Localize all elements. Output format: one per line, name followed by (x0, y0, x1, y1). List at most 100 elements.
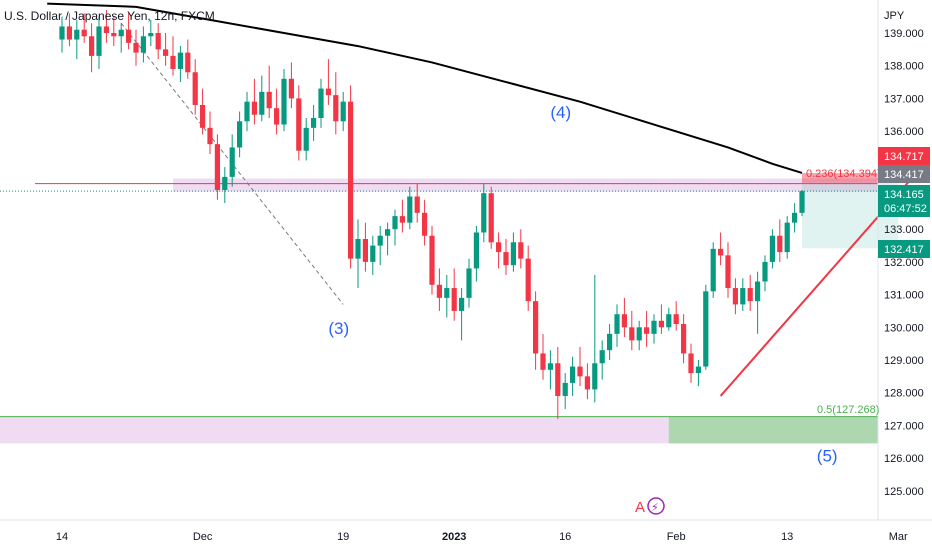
candle-body (607, 333, 613, 351)
currency-label: JPY (884, 10, 905, 22)
candle-body (170, 55, 176, 69)
x-tick-label: 19 (337, 531, 349, 543)
candle-body (688, 353, 694, 374)
candle-body (658, 320, 664, 328)
y-tick-label: 138.000 (884, 61, 924, 73)
candle-body (355, 239, 361, 259)
candle-body (207, 127, 213, 145)
badge-entry (878, 165, 930, 183)
candle-body (503, 252, 509, 266)
candle-body (562, 382, 568, 396)
candle-body (385, 229, 391, 236)
badge-target-text: 132.417 (884, 244, 924, 256)
candle-body (577, 366, 583, 377)
candle-body (266, 91, 272, 109)
moving-average-line (47, 2, 803, 174)
candle-body (340, 101, 346, 122)
candle-body (163, 49, 169, 56)
candle-body (666, 314, 672, 328)
badge-countdown-text: 06:47:52 (884, 203, 927, 215)
candle-body (636, 327, 642, 341)
x-tick-label: 13 (781, 531, 793, 543)
badge-target (878, 240, 930, 258)
candle-body (555, 363, 561, 396)
candle-body (459, 297, 465, 311)
candle-body (377, 235, 383, 246)
candle-body (570, 366, 576, 383)
y-tick-label: 130.000 (884, 322, 924, 334)
candle-body (133, 42, 139, 53)
candle-body (481, 193, 487, 233)
bolt-icon-ring[interactable] (647, 497, 665, 515)
candle-body (718, 248, 724, 256)
candle-body (251, 101, 257, 115)
y-tick-label: 126.000 (884, 453, 924, 465)
candle-body (710, 248, 716, 292)
candle-body (177, 52, 183, 69)
zone-support-target (668, 416, 878, 444)
badge-stop-text: 134.717 (884, 151, 924, 163)
bolt-icon[interactable]: ⚡ (651, 501, 659, 514)
x-tick-label: Dec (193, 531, 213, 543)
dashed-diagonal (120, 22, 344, 305)
y-tick-label: 132.000 (884, 257, 924, 269)
lines-layer (0, 2, 878, 418)
candle-body (473, 232, 479, 269)
candle-body (318, 88, 324, 119)
wave-label-3[interactable]: (3) (328, 319, 349, 338)
y-axis[interactable]: 139.000138.000137.000136.000135.000134.0… (884, 28, 924, 498)
candle-body (222, 176, 228, 190)
x-tick-label: 14 (56, 531, 68, 543)
candle-body (429, 235, 435, 285)
candle-body (599, 350, 605, 364)
candle-body (303, 127, 309, 151)
candle-body (325, 88, 331, 96)
candle-body (747, 288, 753, 302)
candle-body (155, 33, 161, 50)
y-tick-label: 129.000 (884, 355, 924, 367)
candle-body (392, 216, 398, 230)
candle-body (725, 255, 731, 289)
candle-body (362, 239, 368, 262)
badge-stop (878, 147, 930, 165)
candle-body (777, 235, 783, 253)
candle-body (74, 29, 80, 40)
x-axis[interactable]: 14Dec19202316Feb13Mar13 (56, 531, 932, 543)
candle-body (510, 242, 516, 266)
candle-body (488, 193, 494, 243)
candle-body (281, 78, 287, 125)
candle-body (89, 36, 95, 56)
x-tick-label: Feb (667, 531, 686, 543)
candle-body (755, 281, 761, 302)
candle-body (451, 288, 457, 311)
wave-label-5[interactable]: (5) (817, 446, 838, 465)
candle-body (740, 288, 746, 305)
y-tick-label: 137.000 (884, 93, 924, 105)
candle-body (311, 118, 317, 128)
candle-body (370, 245, 376, 262)
y-tick-label: 133.000 (884, 224, 924, 236)
wave-label-4[interactable]: (4) (550, 103, 571, 122)
candle-body (547, 363, 553, 370)
candle-body (407, 196, 413, 223)
candle-body (237, 121, 243, 148)
x-tick-label: Mar (889, 531, 908, 543)
candle-body (584, 376, 590, 390)
candle-body (762, 261, 768, 282)
candle-body (140, 36, 146, 53)
candle-body (732, 288, 738, 305)
candle-body (296, 98, 302, 151)
candle-body (214, 144, 220, 190)
candle-body (348, 101, 354, 259)
zones-layer (0, 173, 899, 444)
y-tick-label: 131.000 (884, 290, 924, 302)
candle-body (422, 212, 428, 236)
candle-body (259, 91, 265, 115)
alert-marker[interactable]: A (635, 499, 645, 516)
candle-body (533, 301, 539, 354)
fib-236-label: 0.236(134.394) (806, 168, 881, 180)
y-tick-label: 139.000 (884, 28, 924, 40)
candle-body (111, 33, 117, 37)
candle-body (229, 147, 235, 177)
